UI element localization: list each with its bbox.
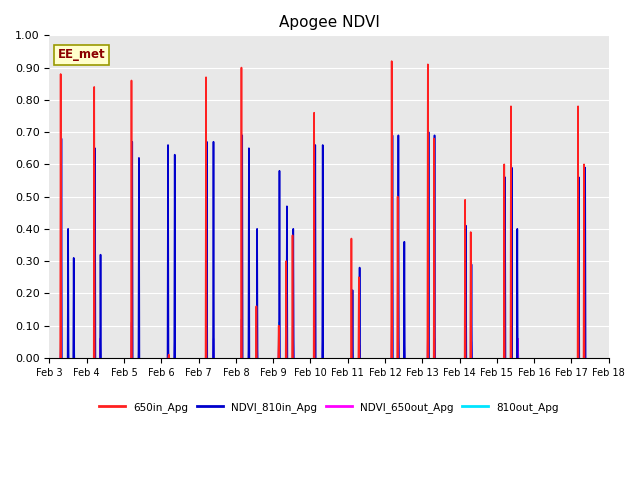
Text: EE_met: EE_met: [58, 48, 106, 61]
Title: Apogee NDVI: Apogee NDVI: [278, 15, 380, 30]
Legend: 650in_Apg, NDVI_810in_Apg, NDVI_650out_Apg, 810out_Apg: 650in_Apg, NDVI_810in_Apg, NDVI_650out_A…: [95, 398, 563, 417]
